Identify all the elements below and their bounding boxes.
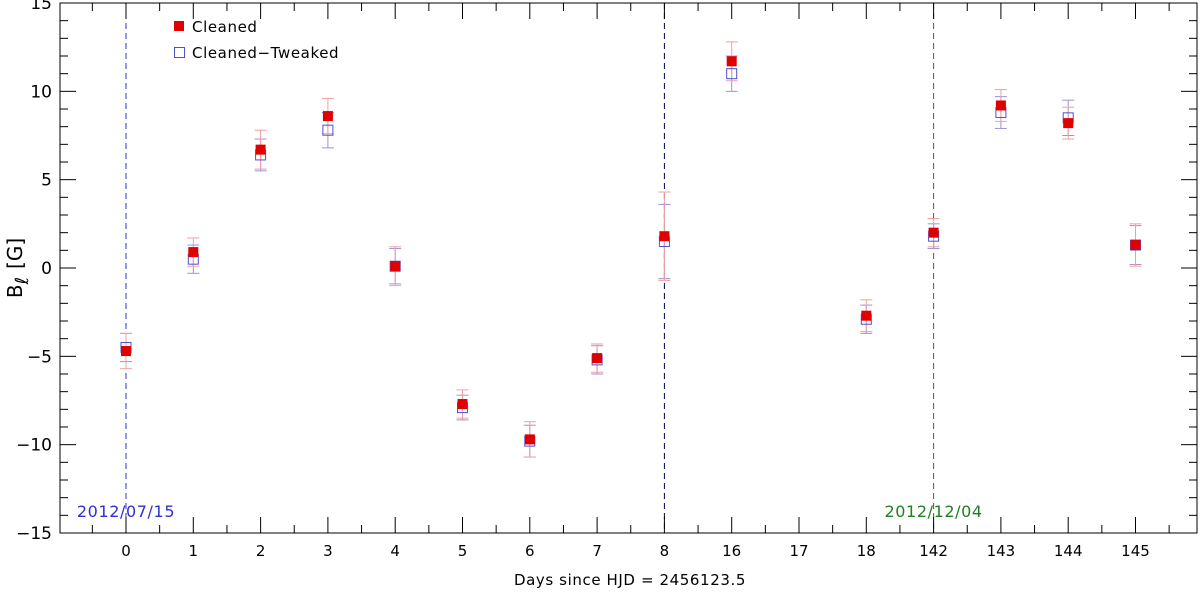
x-tick-label: 144 xyxy=(1054,542,1083,560)
y-axis-title-sub: ℓ xyxy=(12,277,33,285)
tweaked-point xyxy=(726,68,738,80)
cleaned-point xyxy=(592,353,603,364)
cleaned-point xyxy=(121,346,131,357)
cleaned-point xyxy=(524,434,535,445)
y-tick-label: 15 xyxy=(30,0,52,14)
x-tick-label: 18 xyxy=(857,542,876,560)
x-axis: 0 1 2 3 4 5 6 7 8 16 17 18 142 143 144 145 xyxy=(91,3,1170,560)
legend: Cleaned Cleaned−Tweaked xyxy=(174,18,339,62)
cleaned-point xyxy=(322,111,333,122)
x-tick-label: 16 xyxy=(722,542,741,560)
x-tick-label: 7 xyxy=(592,542,602,560)
x-tick-label: 5 xyxy=(458,542,468,560)
plot-frame xyxy=(59,2,1198,534)
cleaned-point xyxy=(457,399,468,410)
cleaned-point xyxy=(1130,240,1141,251)
x-tick-label: 8 xyxy=(660,542,670,560)
y-tick-label: 0 xyxy=(41,259,52,279)
error-bars xyxy=(120,41,1142,458)
date-marker-label: 2012/12/04 xyxy=(884,502,982,521)
cleaned-point xyxy=(928,227,939,238)
legend-cleaned-label: Cleaned xyxy=(192,18,258,36)
y-tick-label: −10 xyxy=(16,436,52,456)
svg-text:Bℓ[G]: Bℓ [G] xyxy=(3,238,33,298)
legend-cleaned-marker-icon xyxy=(174,21,184,31)
x-tick-label: 145 xyxy=(1121,542,1150,560)
y-tick-label: −15 xyxy=(16,524,52,544)
cleaned-point xyxy=(188,247,199,258)
x-tick-label: 2 xyxy=(256,542,266,560)
cleaned-point xyxy=(861,310,872,321)
cleaned-point xyxy=(1063,118,1074,129)
legend-tweaked-marker-icon xyxy=(174,47,185,58)
x-tick-label: 143 xyxy=(987,542,1016,560)
cleaned-point xyxy=(390,261,401,272)
y-axis: −15 −10 −5 0 5 10 15 xyxy=(16,0,1197,544)
y-tick-label: 5 xyxy=(41,171,52,191)
cleaned-point xyxy=(726,56,737,67)
y-axis-title: Bℓ [G] xyxy=(3,238,33,298)
tweaked-point xyxy=(322,124,334,136)
x-tick-label: 17 xyxy=(789,542,808,560)
x-tick-label: 142 xyxy=(919,542,948,560)
cleaned-point xyxy=(659,231,670,242)
data-points xyxy=(120,56,1141,447)
cleaned-point xyxy=(255,144,266,155)
x-tick-label: 4 xyxy=(390,542,400,560)
x-tick-label: 3 xyxy=(323,542,333,560)
y-axis-title-unit: [G] xyxy=(3,238,27,269)
cleaned-point xyxy=(995,100,1006,111)
y-tick-label: −5 xyxy=(27,347,52,367)
x-tick-label: 1 xyxy=(189,542,199,560)
legend-tweaked-label: Cleaned−Tweaked xyxy=(192,44,339,62)
x-tick-label: 0 xyxy=(121,542,131,560)
date-marker-label: 2012/07/15 xyxy=(77,502,175,521)
y-tick-label: 10 xyxy=(30,82,52,102)
x-axis-title: Days since HJD = 2456123.5 xyxy=(514,571,746,589)
y-axis-title-main: B xyxy=(3,284,27,298)
x-tick-label: 6 xyxy=(525,542,535,560)
